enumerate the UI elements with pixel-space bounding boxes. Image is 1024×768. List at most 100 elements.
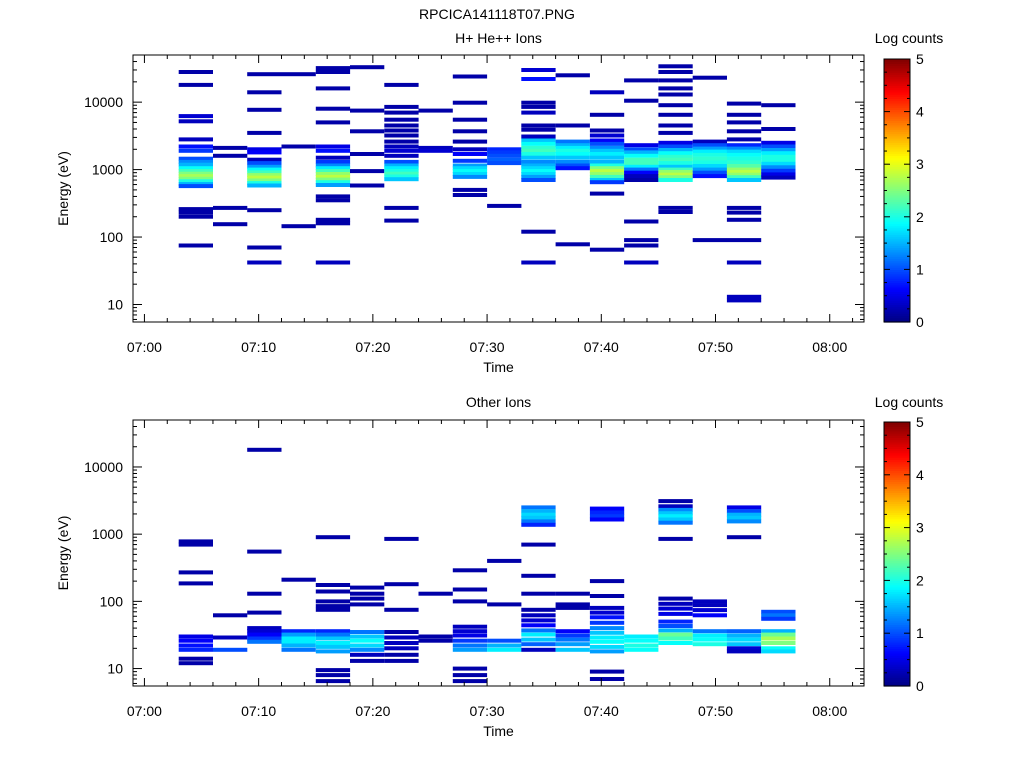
colorbar-tick-label: 3 xyxy=(916,520,924,536)
heatmap-cell xyxy=(589,514,625,519)
heatmap-cell xyxy=(726,178,762,182)
heatmap-cell xyxy=(726,535,762,540)
heatmap-cell xyxy=(726,629,762,634)
heatmap-cell xyxy=(315,673,351,678)
heatmap-cell xyxy=(178,82,213,87)
heatmap-cell xyxy=(692,149,727,154)
heatmap-cell xyxy=(178,661,213,666)
heatmap-cell xyxy=(521,623,556,628)
heatmap-cell xyxy=(281,643,316,648)
heatmap-cell xyxy=(384,123,419,128)
heatmap-cell xyxy=(281,224,316,229)
heatmap-cell xyxy=(589,152,625,156)
colorbar-swatch xyxy=(884,306,910,310)
colorbar-swatch xyxy=(884,527,910,531)
colorbar-swatch xyxy=(884,538,910,542)
heatmap-cell xyxy=(521,163,556,168)
colorbar-swatch xyxy=(884,269,910,273)
heatmap-cell xyxy=(692,156,727,161)
heatmap-cell xyxy=(452,117,488,122)
heatmap-cell xyxy=(589,163,625,168)
heatmap-cell xyxy=(487,161,522,166)
colorbar-swatch xyxy=(884,683,910,687)
heatmap-cell xyxy=(624,243,659,248)
heatmap-cell xyxy=(247,164,282,169)
colorbar-swatch xyxy=(884,479,910,482)
heatmap-cell xyxy=(726,512,762,517)
heatmap-cell xyxy=(555,637,590,642)
heatmap-cell xyxy=(692,160,727,165)
colorbar-swatch xyxy=(884,430,910,434)
heatmap-cell xyxy=(555,166,590,171)
heatmap-cell xyxy=(315,106,351,111)
heatmap-cell xyxy=(315,649,351,654)
heatmap-cell xyxy=(350,591,385,596)
heatmap-cell xyxy=(692,613,727,618)
colorbar-swatch xyxy=(884,571,910,575)
heatmap-cell xyxy=(418,108,453,113)
colorbar-swatch xyxy=(884,247,910,251)
heatmap-cell xyxy=(384,166,419,171)
heatmap-cell xyxy=(247,183,282,188)
colorbar-swatch xyxy=(884,311,910,314)
heatmap-cells xyxy=(178,447,796,684)
heatmap-cell xyxy=(247,208,282,213)
heatmap-cell xyxy=(384,646,419,651)
colorbar-swatch xyxy=(884,655,910,658)
heatmap-cell xyxy=(658,64,693,69)
heatmap-cell xyxy=(247,175,282,180)
heatmap-cell xyxy=(589,112,625,117)
colorbar-swatch xyxy=(884,444,910,447)
plot-frame xyxy=(132,54,865,323)
heatmap-cell xyxy=(555,591,590,596)
heatmap-cell xyxy=(350,129,385,134)
heatmap-cell xyxy=(452,624,488,629)
colorbar-swatch xyxy=(884,600,910,603)
heatmap-cell xyxy=(726,210,762,215)
heatmap-cell xyxy=(384,218,419,223)
heatmap-cell xyxy=(658,164,693,169)
heatmap-cell xyxy=(555,242,590,247)
heatmap-cell xyxy=(521,68,556,72)
heatmap-cell xyxy=(521,166,556,171)
heatmap-cell xyxy=(555,123,590,128)
colorbar-swatch xyxy=(884,146,910,150)
colorbar-swatch xyxy=(884,598,910,601)
heatmap-cell xyxy=(178,166,213,171)
colorbar-label: Log counts xyxy=(875,30,944,46)
x-tick-label: 07:40 xyxy=(584,703,619,719)
heatmap-cell xyxy=(726,101,762,106)
heatmap-cell xyxy=(692,642,727,647)
colorbar-swatch xyxy=(884,166,910,170)
heatmap-cell xyxy=(521,152,556,156)
colorbar-swatch xyxy=(884,628,910,632)
heatmap-cell xyxy=(658,112,693,117)
heatmap-cell xyxy=(178,169,213,174)
heatmap-cell xyxy=(418,591,453,596)
heatmap-cell xyxy=(521,515,556,520)
heatmap-cell xyxy=(761,154,796,159)
heatmap-cell xyxy=(589,155,625,160)
colorbar-swatch xyxy=(884,439,910,443)
colorbar-swatch xyxy=(884,448,910,452)
colorbar-swatch xyxy=(884,620,910,623)
heatmap-cell xyxy=(726,238,762,243)
colorbar-swatch xyxy=(884,243,910,246)
heatmap-cell xyxy=(624,153,659,158)
colorbar-swatch xyxy=(884,587,910,590)
heatmap-cell xyxy=(315,632,351,637)
heatmap-cell xyxy=(589,159,625,164)
heatmap-cell xyxy=(555,647,590,652)
figure-title: RPCICA141118T07.PNG xyxy=(419,6,575,22)
heatmap-cell xyxy=(178,643,213,648)
heatmap-cell xyxy=(350,647,385,652)
heatmap-cell xyxy=(589,128,625,133)
heatmap-cell xyxy=(247,591,282,596)
heatmap-cell xyxy=(658,507,693,512)
heatmap-cell xyxy=(281,144,316,149)
heatmap-cell xyxy=(247,157,282,162)
heatmap-cell xyxy=(555,155,590,160)
heatmap-cell xyxy=(658,536,693,541)
colorbar-swatch xyxy=(884,679,910,683)
colorbar-swatch xyxy=(884,148,910,152)
